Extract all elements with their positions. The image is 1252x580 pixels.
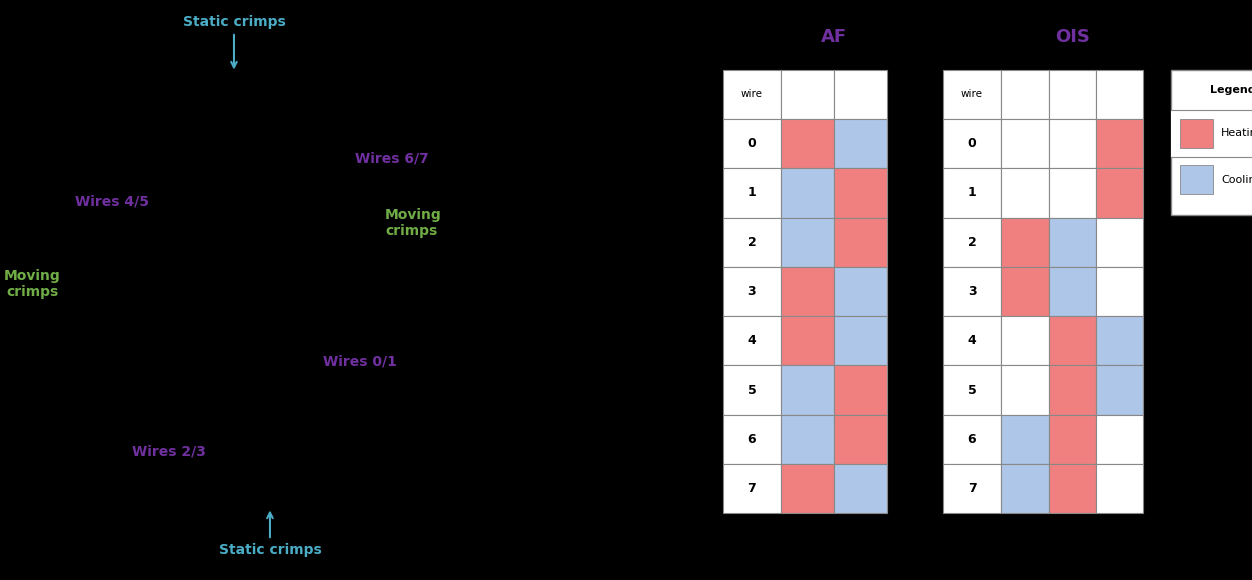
- Bar: [1096, 415, 1143, 464]
- Bar: [834, 316, 888, 365]
- Bar: [943, 168, 1002, 218]
- Text: 0: 0: [968, 137, 977, 150]
- Bar: [834, 415, 888, 464]
- Bar: [781, 119, 834, 168]
- Bar: [781, 168, 834, 218]
- Text: 3: 3: [747, 285, 756, 298]
- Bar: [1002, 365, 1049, 415]
- Bar: [781, 316, 834, 365]
- Bar: [722, 415, 781, 464]
- Text: 2: 2: [968, 235, 977, 249]
- Text: 5: 5: [968, 383, 977, 397]
- Bar: [1049, 415, 1096, 464]
- Bar: [834, 70, 888, 119]
- Text: 4: 4: [968, 334, 977, 347]
- Bar: [722, 119, 781, 168]
- Bar: [1002, 316, 1049, 365]
- Text: Moving
crimps: Moving crimps: [4, 269, 61, 299]
- Text: OIS: OIS: [1055, 28, 1089, 46]
- Bar: [1049, 218, 1096, 267]
- Bar: [1049, 365, 1096, 415]
- Bar: [722, 316, 781, 365]
- Text: Cooling: Cooling: [1222, 175, 1252, 185]
- Bar: [781, 70, 834, 119]
- Bar: [1096, 119, 1143, 168]
- Bar: [722, 365, 781, 415]
- Text: 5: 5: [747, 383, 756, 397]
- Bar: [943, 316, 1002, 365]
- Bar: [1049, 168, 1096, 218]
- Bar: [781, 415, 834, 464]
- Bar: [943, 70, 1002, 119]
- Text: 7: 7: [747, 482, 756, 495]
- Bar: [781, 464, 834, 513]
- Bar: [943, 218, 1002, 267]
- Bar: [1171, 70, 1252, 215]
- Bar: [722, 267, 781, 316]
- Bar: [1096, 218, 1143, 267]
- Text: Wires 6/7: Wires 6/7: [356, 151, 429, 165]
- Text: 7: 7: [968, 482, 977, 495]
- Text: Legend: Legend: [1209, 85, 1252, 95]
- Text: wire: wire: [741, 89, 762, 99]
- Bar: [834, 267, 888, 316]
- Bar: [1179, 119, 1213, 148]
- Bar: [1179, 165, 1213, 194]
- Bar: [722, 464, 781, 513]
- Bar: [1002, 168, 1049, 218]
- Bar: [1096, 168, 1143, 218]
- Text: 1: 1: [747, 186, 756, 200]
- Bar: [943, 415, 1002, 464]
- Text: 6: 6: [747, 433, 756, 446]
- Text: Wires 4/5: Wires 4/5: [75, 195, 149, 209]
- Bar: [834, 218, 888, 267]
- Bar: [1096, 464, 1143, 513]
- Text: Moving
crimps: Moving crimps: [386, 208, 442, 238]
- Bar: [1096, 316, 1143, 365]
- Bar: [1096, 267, 1143, 316]
- Bar: [943, 119, 1002, 168]
- Bar: [1002, 464, 1049, 513]
- Bar: [1171, 110, 1252, 157]
- Bar: [722, 70, 781, 119]
- Bar: [781, 218, 834, 267]
- Text: 0: 0: [747, 137, 756, 150]
- Text: 1: 1: [968, 186, 977, 200]
- Bar: [834, 464, 888, 513]
- Text: Wires 2/3: Wires 2/3: [133, 444, 207, 458]
- Bar: [1002, 415, 1049, 464]
- Text: AF: AF: [821, 28, 848, 46]
- Text: Static crimps: Static crimps: [219, 513, 322, 557]
- Bar: [1096, 70, 1143, 119]
- Bar: [943, 365, 1002, 415]
- Bar: [722, 218, 781, 267]
- Text: Heating: Heating: [1222, 128, 1252, 139]
- Bar: [1002, 267, 1049, 316]
- Text: Static crimps: Static crimps: [183, 15, 285, 67]
- Bar: [1049, 70, 1096, 119]
- Text: 2: 2: [747, 235, 756, 249]
- Text: wire: wire: [962, 89, 983, 99]
- Text: 4: 4: [747, 334, 756, 347]
- Bar: [1002, 218, 1049, 267]
- Bar: [1096, 365, 1143, 415]
- Bar: [781, 267, 834, 316]
- Bar: [1049, 464, 1096, 513]
- Text: Wires 0/1: Wires 0/1: [323, 354, 397, 368]
- Bar: [1002, 119, 1049, 168]
- Bar: [1002, 70, 1049, 119]
- Bar: [943, 464, 1002, 513]
- Bar: [781, 365, 834, 415]
- Bar: [1049, 119, 1096, 168]
- Bar: [1049, 316, 1096, 365]
- Bar: [834, 119, 888, 168]
- Bar: [943, 267, 1002, 316]
- Text: 3: 3: [968, 285, 977, 298]
- Bar: [722, 168, 781, 218]
- Bar: [1049, 267, 1096, 316]
- Text: 6: 6: [968, 433, 977, 446]
- Bar: [834, 168, 888, 218]
- Bar: [834, 365, 888, 415]
